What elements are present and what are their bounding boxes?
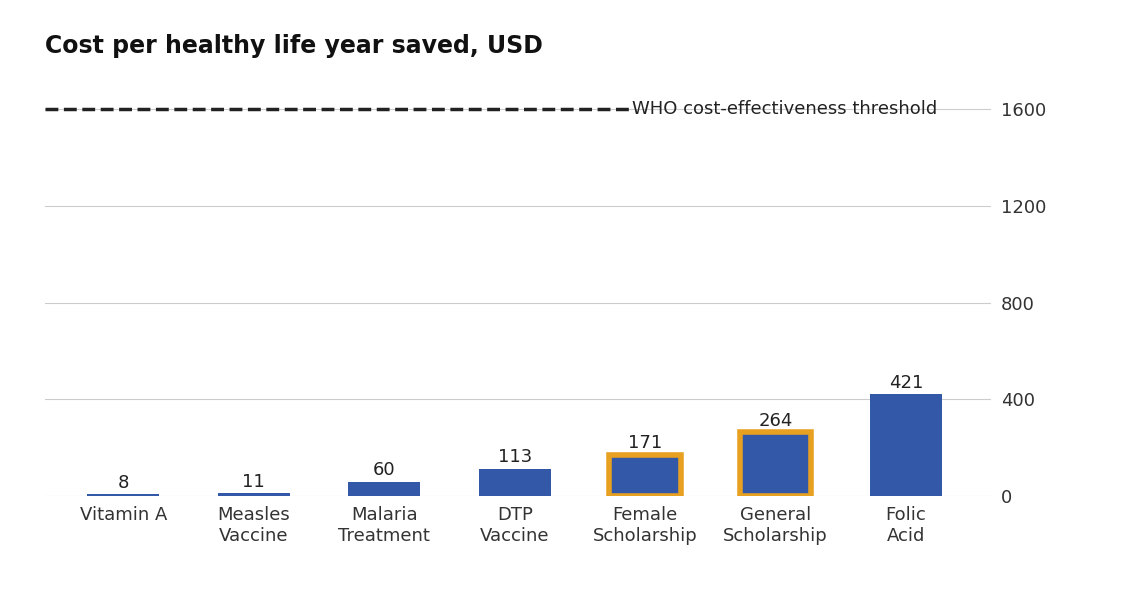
Text: 171: 171 <box>628 434 662 453</box>
Bar <box>218 494 289 496</box>
Text: 60: 60 <box>373 461 395 479</box>
Bar <box>479 469 551 496</box>
Bar <box>609 455 681 496</box>
Text: 421: 421 <box>888 374 923 392</box>
Bar <box>870 394 942 496</box>
Bar <box>740 432 812 496</box>
Text: 8: 8 <box>117 474 129 492</box>
Bar <box>348 482 420 496</box>
Text: 264: 264 <box>759 412 793 430</box>
Bar <box>88 494 159 496</box>
Text: WHO cost-effectiveness threshold: WHO cost-effectiveness threshold <box>632 100 937 118</box>
Text: Cost per healthy life year saved, USD: Cost per healthy life year saved, USD <box>45 34 543 58</box>
Text: 113: 113 <box>498 448 531 466</box>
Text: 11: 11 <box>242 473 265 491</box>
